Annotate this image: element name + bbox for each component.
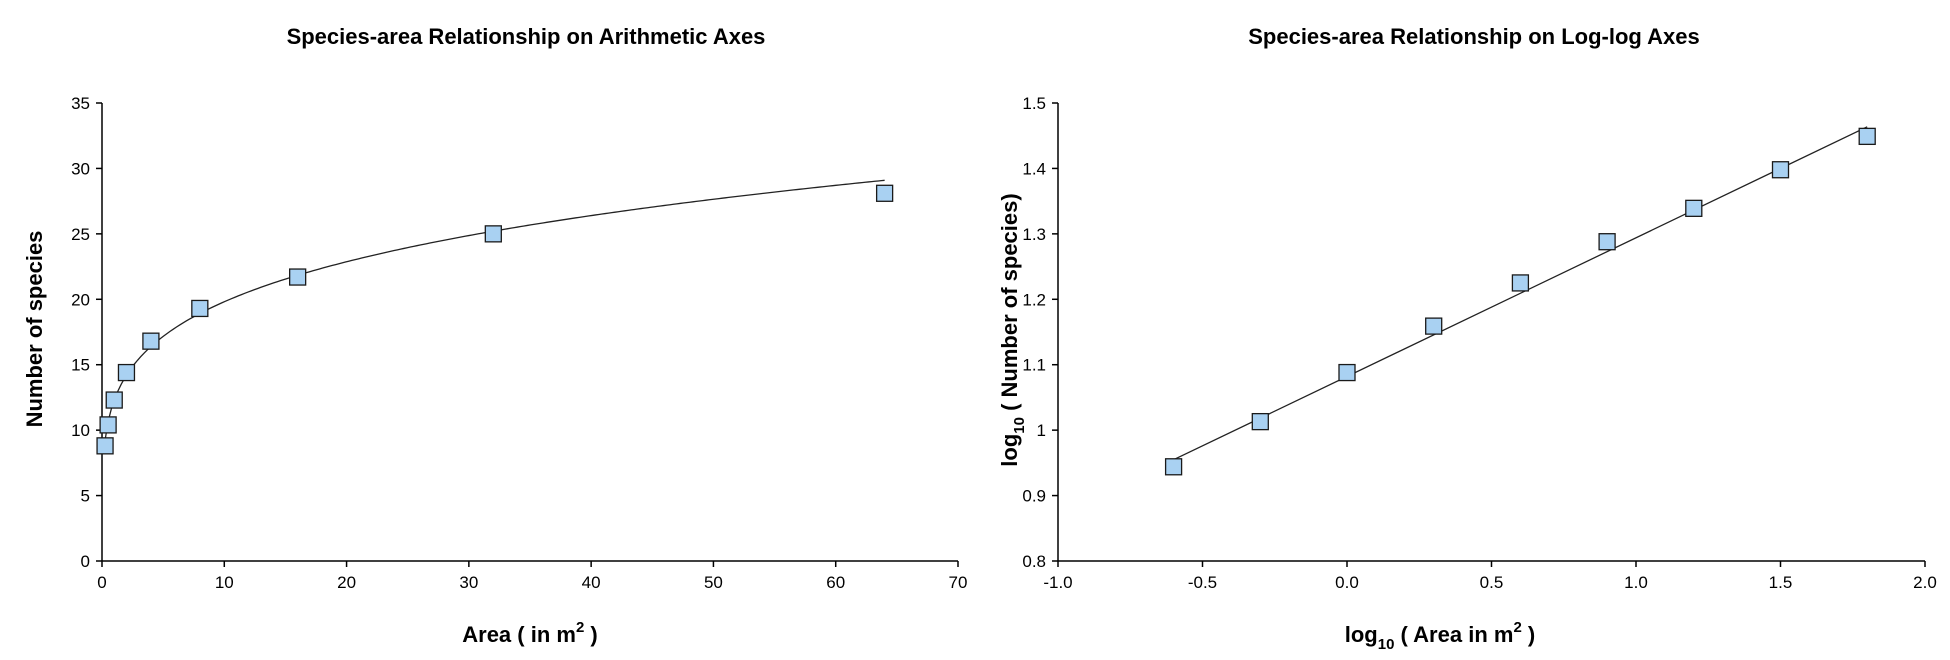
data-point [1511, 274, 1530, 292]
y-tick-label: 25 [71, 225, 90, 244]
data-point [1771, 161, 1790, 179]
data-point [117, 363, 136, 382]
data-point [1598, 233, 1616, 251]
data-point [289, 268, 307, 286]
y-tick-label: 1.5 [1022, 94, 1046, 113]
x-tick-label: 50 [704, 573, 723, 592]
x-axis-label: Area ( in m2 ) [462, 619, 598, 647]
chart-title: Species-area Relationship on Arithmetic … [287, 24, 766, 49]
x-tick-label: 1.0 [1624, 573, 1648, 592]
y-tick-label: 1.3 [1022, 225, 1046, 244]
y-tick-label: 20 [71, 290, 90, 309]
y-tick-label: 30 [71, 159, 90, 178]
data-point [875, 184, 894, 202]
y-tick-label: 35 [71, 94, 90, 113]
y-tick-label: 1 [1037, 421, 1046, 440]
data-point [1251, 412, 1269, 431]
x-tick-label: 0.0 [1335, 573, 1359, 592]
y-tick-label: 1.1 [1022, 356, 1046, 375]
chart-title: Species-area Relationship on Log-log Axe… [1248, 24, 1700, 49]
y-tick-label: 1.4 [1022, 159, 1046, 178]
trend-curve [1173, 126, 1868, 461]
y-tick-label: 0 [81, 552, 90, 571]
y-tick-label: 1.2 [1022, 290, 1046, 309]
y-axis-label: Number of species [22, 231, 47, 428]
data-point [1425, 317, 1443, 335]
x-tick-label: 0 [97, 573, 106, 592]
x-axis-label: log10 ( Area in m2 ) [1345, 619, 1535, 653]
data-point [1858, 127, 1876, 146]
data-point [1164, 458, 1183, 476]
x-tick-label: -1.0 [1043, 573, 1072, 592]
trend-line [104, 179, 885, 441]
data-points [1164, 127, 1876, 476]
y-tick-label: 0.8 [1022, 552, 1046, 571]
data-point [96, 437, 114, 455]
axes [1057, 103, 1925, 562]
log-log-chart: Species-area Relationship on Log-log Axe… [997, 24, 1937, 653]
trend-curve [104, 179, 885, 441]
y-tick-label: 15 [71, 356, 90, 375]
data-point [191, 299, 209, 318]
data-point [142, 332, 160, 350]
y-tick-label: 10 [71, 421, 90, 440]
y-axis-label: log10 ( Number of species) [997, 193, 1028, 466]
y-tick-label: 0.9 [1022, 487, 1046, 506]
trend-line [1173, 126, 1868, 461]
data-point [1338, 363, 1356, 382]
x-tick-label: 20 [337, 573, 356, 592]
data-point [1685, 199, 1703, 217]
data-point [484, 225, 502, 243]
axes [101, 103, 958, 562]
x-tick-label: 30 [459, 573, 478, 592]
x-tick-label: 10 [215, 573, 234, 592]
data-point [105, 391, 123, 409]
ticks: -1.0 -0.5 0.0 0.5 1.0 1.5 2.0 0.8 0.9 1 1.1 1.2 1.3 1… [1022, 94, 1936, 592]
arithmetic-chart: Species-area Relationship on Arithmetic … [22, 24, 967, 647]
x-tick-label: 60 [826, 573, 845, 592]
x-tick-label: 40 [582, 573, 601, 592]
x-tick-label: 70 [949, 573, 968, 592]
x-tick-label: 1.5 [1769, 573, 1793, 592]
data-point [99, 416, 117, 434]
x-tick-label: 0.5 [1480, 573, 1504, 592]
x-tick-label: 2.0 [1913, 573, 1937, 592]
x-tick-label: -0.5 [1188, 573, 1217, 592]
y-tick-label: 5 [81, 487, 90, 506]
data-points [96, 184, 894, 455]
ticks: 0 10 20 30 40 50 60 70 0 5 10 15 20 25 30 35 [71, 94, 967, 592]
